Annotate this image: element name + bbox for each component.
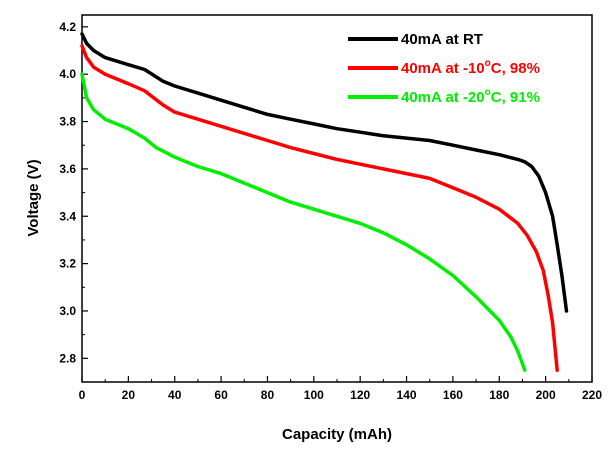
x-tick-label: 180 <box>489 388 509 402</box>
legend: 40mA at RT 40mA at -10oC, 98% 40mA at -20o… <box>348 31 540 106</box>
y-tick-label: 2.8 <box>59 351 76 365</box>
y-tick-label: 3.6 <box>59 162 76 176</box>
y-tick-label: 4.2 <box>59 20 76 34</box>
y-tick-label: 3.8 <box>59 115 76 129</box>
series-line-3 <box>80 72 527 372</box>
x-axis-title: Capacity (mAh) <box>282 426 392 443</box>
x-tick-label: 200 <box>536 388 556 402</box>
y-tick-label: 3.4 <box>59 209 76 223</box>
x-tick-label: 60 <box>214 388 228 402</box>
x-tick-label: 0 <box>79 388 86 402</box>
series-line-1 <box>80 32 569 313</box>
y-tick-label: 4.0 <box>59 67 76 81</box>
x-tick-label: 100 <box>304 388 324 402</box>
legend-label-2: 40mA at -10oC, 98% <box>401 58 540 77</box>
x-tick-label: 80 <box>261 388 275 402</box>
x-tick-label: 220 <box>582 388 602 402</box>
x-tick-label: 160 <box>443 388 463 402</box>
series-lines <box>80 32 569 372</box>
legend-label-1: 40mA at RT <box>401 31 483 48</box>
x-tick-label: 20 <box>122 388 136 402</box>
x-tick-label: 40 <box>168 388 182 402</box>
y-tick-label: 3.2 <box>59 257 76 271</box>
x-tick-label: 120 <box>350 388 370 402</box>
x-tick-label: 140 <box>397 388 417 402</box>
tick-labels: 0 20 40 60 80 100 120 140 160 180 200 220 2.8 3.0 3.2 3… <box>59 20 602 402</box>
y-axis-title: Voltage (V) <box>25 159 42 236</box>
legend-label-3: 40mA at -20oC, 91% <box>401 87 540 106</box>
y-tick-label: 3.0 <box>59 304 76 318</box>
series-line-2 <box>80 44 559 372</box>
